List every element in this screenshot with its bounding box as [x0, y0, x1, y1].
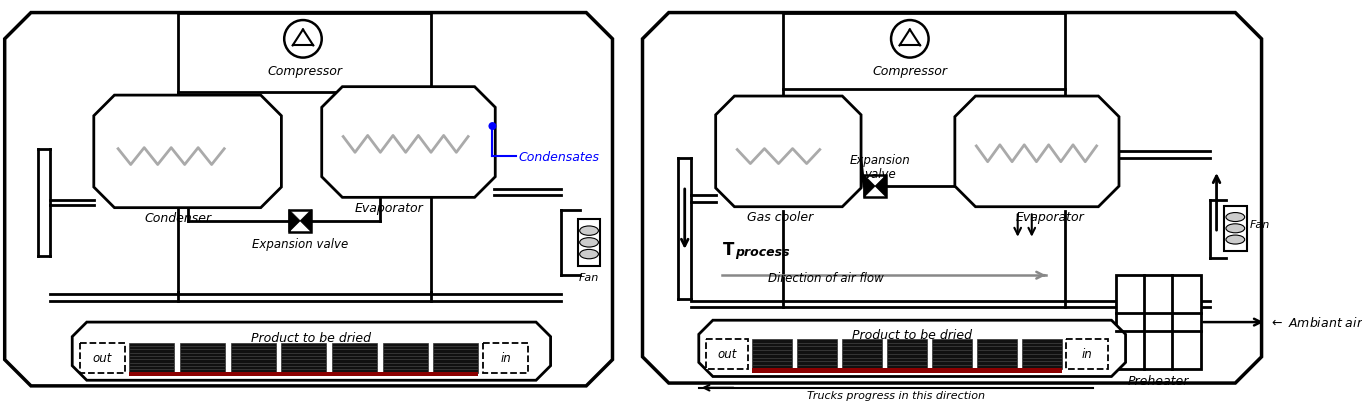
Polygon shape [715, 97, 861, 207]
Bar [797, 339, 836, 369]
Text: $\mathbf{T}$: $\mathbf{T}$ [722, 241, 735, 258]
Bar [752, 368, 1062, 373]
Text: Gas cooler: Gas cooler [748, 211, 813, 224]
Text: Product to be dried: Product to be dried [252, 332, 372, 345]
Bar [484, 343, 528, 373]
Ellipse shape [580, 238, 598, 247]
Bar [1066, 339, 1107, 369]
Bar [282, 343, 327, 373]
Text: Preheater: Preheater [1128, 374, 1189, 387]
Ellipse shape [1226, 224, 1245, 233]
Ellipse shape [580, 250, 598, 259]
Polygon shape [300, 210, 312, 232]
Text: Compressor: Compressor [872, 65, 948, 78]
Text: Expansion valve: Expansion valve [252, 237, 349, 250]
Text: Condenser: Condenser [144, 212, 211, 225]
Polygon shape [643, 13, 1261, 383]
Polygon shape [94, 96, 282, 208]
Text: valve: valve [864, 168, 896, 181]
Bar [887, 339, 926, 369]
Bar [180, 343, 225, 373]
Text: Direction of air flow: Direction of air flow [768, 271, 884, 284]
Text: Expansion: Expansion [850, 154, 910, 167]
Bar [80, 343, 125, 373]
Polygon shape [699, 320, 1125, 377]
Text: Fan: Fan [1249, 219, 1269, 229]
Bar [842, 339, 881, 369]
Text: in: in [500, 351, 511, 364]
Text: Evaporator: Evaporator [355, 202, 424, 215]
Polygon shape [864, 175, 876, 198]
Bar [1224, 206, 1246, 251]
Text: out: out [718, 348, 737, 361]
Polygon shape [955, 97, 1120, 207]
Circle shape [285, 21, 321, 58]
Bar [178, 13, 432, 93]
Polygon shape [876, 175, 887, 198]
Text: Trucks progress in this direction: Trucks progress in this direction [806, 390, 985, 400]
Polygon shape [72, 322, 550, 380]
Bar [129, 343, 174, 373]
Bar [933, 339, 971, 369]
Text: Condensates: Condensates [519, 150, 599, 163]
Circle shape [489, 124, 496, 130]
Polygon shape [289, 210, 300, 232]
Bar [783, 13, 1065, 90]
Bar [752, 339, 791, 369]
Text: out: out [93, 351, 112, 364]
Text: Fan: Fan [579, 273, 599, 283]
Text: $\leftarrow$ Ambiant air: $\leftarrow$ Ambiant air [1269, 315, 1362, 329]
Text: Product to be dried: Product to be dried [853, 328, 972, 341]
Circle shape [891, 21, 929, 58]
Text: Compressor: Compressor [267, 65, 342, 78]
Bar [230, 343, 275, 373]
Bar [289, 210, 312, 232]
Bar [1023, 339, 1062, 369]
Text: process: process [735, 246, 790, 258]
Text: Evaporator: Evaporator [1016, 211, 1086, 224]
Ellipse shape [1226, 213, 1245, 222]
Polygon shape [4, 13, 613, 386]
Bar [383, 343, 428, 373]
Bar [1117, 276, 1200, 369]
Bar [864, 175, 887, 198]
Bar [433, 343, 478, 373]
Bar [332, 343, 377, 373]
Bar [577, 219, 601, 266]
Bar [707, 339, 748, 369]
Text: in: in [1081, 348, 1092, 361]
Ellipse shape [580, 227, 598, 236]
Bar [978, 339, 1017, 369]
Polygon shape [321, 88, 496, 198]
Bar [129, 372, 478, 377]
Ellipse shape [1226, 236, 1245, 245]
